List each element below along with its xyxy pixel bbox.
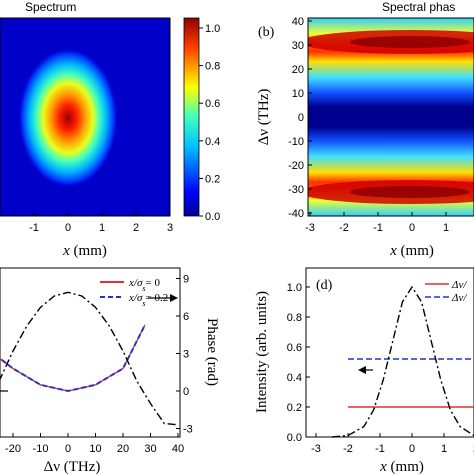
panel-b-x-tick-label: 1 [443, 222, 449, 234]
panel-d: (d) 0.0 0.2 0.4 0.6 0.8 1.0 -3 -2 -1 0 1 2 Intensi… [254, 267, 474, 474]
colorbar-ticks: 0.0 0.2 0.4 0.6 0.8 1.0 [199, 23, 220, 223]
panel-d-series-line [331, 285, 474, 438]
panel-d-label: (d) [316, 278, 333, 293]
panel-d-x-label: x (mm) [379, 459, 424, 474]
panel-c-x-tick-label: 30 [144, 443, 156, 455]
panel-b-y-tick-label: -10 [288, 136, 304, 148]
panel-b-y-label: Δν (THz) [256, 89, 272, 146]
panel-b-y-tick-label: -30 [288, 184, 304, 196]
panel-d-x-tick-label: 1 [441, 443, 447, 455]
panel-a-title: Spectrum [25, 0, 76, 14]
panel-d-y-ticks: 0.0 0.2 0.4 0.6 0.8 1.0 [287, 282, 310, 444]
panel-a-x-tick-label: -1 [29, 222, 39, 234]
panel-d-left-arrowhead [358, 366, 366, 374]
panel-c-series-line [0, 324, 146, 393]
panel-d-legend-label: Δν/ [451, 292, 467, 304]
panel-c-legend-sub: s [142, 284, 145, 293]
panel-d-y-label: Intensity (arb. units) [254, 291, 270, 413]
colorbar-tick-label: 0.4 [205, 136, 220, 148]
panel-c-right-y-tick-label: 3 [183, 349, 189, 361]
panel-b-y-tick-label: 30 [292, 40, 304, 52]
panel-c-legend-label: x/σ [128, 292, 143, 304]
panel-b-heatmap [308, 18, 474, 216]
panel-b-y-tick-label: 20 [292, 64, 304, 76]
panel-d-frame [305, 267, 474, 438]
panel-c-x-tick-label: -10 [33, 443, 49, 455]
panel-b-label: (b) [258, 25, 275, 40]
panel-c-right-y-ticks: -3 0 3 6 9 [176, 274, 193, 436]
panel-d-x-tick-label: -2 [343, 443, 353, 455]
panel-b-title: Spectral phas [382, 0, 455, 14]
panel-d-y-tick-label: 0.6 [287, 342, 302, 354]
panel-c-right-y-tick-label: 9 [183, 274, 189, 286]
panel-c-legend-sub: s [142, 299, 145, 308]
panel-c: -20 -10 0 10 20 30 40 -3 0 3 6 9 Phase (rad) Δν (T… [0, 267, 220, 474]
panel-a-x-ticks: -1 0 1 2 3 [29, 212, 173, 234]
panel-d-legend: Δν/Δν/ [425, 279, 467, 304]
panel-c-series-line [0, 291, 179, 426]
panel-a-frame [0, 17, 171, 217]
colorbar-tick-label: 0.6 [205, 98, 220, 110]
panel-d-y-tick-label: 0.0 [287, 432, 302, 444]
panel-b-y-tick-label: -20 [288, 160, 304, 172]
panel-c-right-y-tick-label: 6 [183, 311, 189, 323]
panel-a-x-tick-label: 2 [133, 222, 139, 234]
panel-a-x-tick-label: 0 [65, 222, 71, 234]
panel-b-y-ticks: 40 30 20 10 0 -10 -20 -30 -40 [288, 16, 312, 220]
panel-c-legend: x/σs= 0x/σs= 0.2 [100, 277, 168, 308]
panel-c-x-tick-label: -20 [5, 443, 21, 455]
colorbar [183, 17, 200, 217]
panel-b-y-tick-label: -40 [288, 208, 304, 220]
panel-c-x-ticks: -20 -10 0 10 20 30 40 [5, 433, 184, 455]
panel-c-right-y-tick-label: 0 [183, 386, 189, 398]
panel-c-x-tick-label: 10 [89, 443, 101, 455]
panel-d-y-tick-label: 0.4 [287, 372, 302, 384]
panel-b-x-tick-label: -2 [339, 222, 349, 234]
panel-d-x-tick-label: 2 [473, 443, 474, 455]
colorbar-tick-label: 1.0 [205, 23, 220, 35]
panel-d-x-tick-label: 0 [409, 443, 415, 455]
panel-c-series [0, 291, 179, 426]
panel-a-x-tick-label: 1 [99, 222, 105, 234]
panel-c-x-label: Δν (THz) [44, 459, 101, 474]
panel-b-x-tick-label: 0 [409, 222, 415, 234]
panel-c-frame [0, 267, 181, 438]
colorbar-tick-label: 0.0 [205, 211, 220, 223]
panel-c-right-y-label: Phase (rad) [204, 318, 220, 386]
panel-c-legend-label: x/σ [128, 277, 143, 289]
panel-a-heatmap [0, 18, 170, 216]
panel-c-x-tick-label: 0 [65, 443, 71, 455]
colorbar-tick-label: 0.2 [205, 173, 220, 185]
panel-a-x-label: x (mm) [62, 243, 107, 259]
panel-a-x-tick-label: 3 [167, 222, 173, 234]
panel-c-legend-entry: x/σs= 0.2 [128, 292, 168, 308]
panel-b-x-tick-label: -3 [305, 222, 315, 234]
panel-b: Spectral phas (b) 403020100-10-20-30-40 … [256, 0, 474, 259]
panel-d-legend-label: Δν/ [451, 279, 467, 291]
panel-c-legend-entry: x/σs= 0 [128, 277, 160, 293]
panel-c-right-y-tick-label: -3 [183, 424, 193, 436]
panel-b-y-tick-label: 40 [292, 16, 304, 28]
panel-c-x-tick-label: 40 [172, 443, 184, 455]
panel-d-x-tick-label: -1 [375, 443, 385, 455]
panel-d-y-tick-label: 0.2 [287, 402, 302, 414]
panel-b-y-tick-label: 10 [292, 88, 304, 100]
panel-d-y-tick-label: 0.8 [287, 312, 302, 324]
panel-c-legend-value: = 0 [146, 277, 161, 289]
panel-c-x-tick-label: 20 [117, 443, 129, 455]
panel-d-x-ticks: -3 -2 -1 0 1 2 [311, 433, 474, 455]
panel-b-y-tick-label: 0 [298, 112, 304, 124]
colorbar-tick-label: 0.8 [205, 61, 220, 73]
panel-d-x-tick-label: -3 [311, 443, 321, 455]
panel-c-right-arrowhead [170, 294, 178, 302]
panel-b-x-label: x (mm) [389, 243, 434, 259]
panel-a: Spectrum -1 0 1 2 3 x (mm) 0.0 0.2 0.4 0.6 0.8 1.… [0, 0, 220, 259]
panel-b-x-tick-label: -1 [373, 222, 383, 234]
panel-d-y-tick-label: 1.0 [287, 282, 302, 294]
panel-d-series [331, 285, 474, 438]
